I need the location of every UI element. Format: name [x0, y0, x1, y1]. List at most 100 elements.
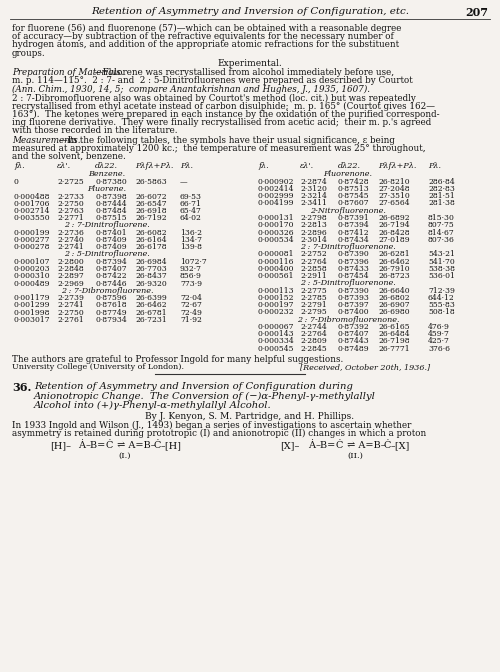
Text: The authors are grateful to Professor Ingold for many helpful suggestions.: The authors are grateful to Professor In… [12, 355, 343, 364]
Text: 26·6082: 26·6082 [135, 229, 166, 237]
Text: 27·0189: 27·0189 [378, 236, 410, 244]
Text: 856·9: 856·9 [180, 272, 202, 280]
Text: 0·87400: 0·87400 [338, 308, 370, 317]
Text: 26·7194: 26·7194 [378, 221, 410, 229]
Text: 0·003550: 0·003550 [14, 214, 51, 222]
Text: (I.): (I.) [119, 452, 131, 460]
Text: 0·000152: 0·000152 [258, 294, 294, 302]
Text: 26·6484: 26·6484 [378, 331, 410, 338]
Text: University College (University of London).: University College (University of London… [12, 363, 184, 371]
Text: 2·2775: 2·2775 [300, 287, 327, 295]
Text: 0·000334: 0·000334 [258, 337, 295, 345]
Text: 0·87454: 0·87454 [338, 272, 370, 280]
Text: 0·87393: 0·87393 [338, 294, 370, 302]
Text: 26·6462: 26·6462 [135, 302, 166, 310]
Text: 2·2800: 2·2800 [57, 258, 84, 266]
Text: 2·2741: 2·2741 [57, 302, 84, 310]
Text: 2·2969: 2·2969 [57, 280, 84, 288]
Text: 27·3510: 27·3510 [378, 192, 410, 200]
Text: 134·7: 134·7 [180, 236, 202, 244]
Text: 2·3014: 2·3014 [300, 236, 327, 244]
Text: [Received, October 20th, 1936.]: [Received, October 20th, 1936.] [300, 363, 430, 371]
Text: 281·38: 281·38 [428, 200, 455, 208]
Text: dλ22.: dλ22. [338, 162, 361, 170]
Text: 0·000902: 0·000902 [258, 178, 294, 186]
Text: 72·67: 72·67 [180, 302, 202, 310]
Text: 0·002999: 0·002999 [258, 192, 294, 200]
Text: 0·000113: 0·000113 [258, 287, 294, 295]
Text: 508·18: 508·18 [428, 308, 455, 317]
Text: By J. Kenyon, S. M. Partridge, and H. Phillips.: By J. Kenyon, S. M. Partridge, and H. Ph… [146, 412, 354, 421]
Text: 2·2798: 2·2798 [300, 214, 327, 222]
Text: 282·83: 282·83 [428, 185, 455, 193]
Text: —: — [180, 178, 188, 186]
Text: 2·2897: 2·2897 [57, 272, 84, 280]
Text: 0·87433: 0·87433 [338, 265, 370, 273]
Text: 0·87397: 0·87397 [338, 301, 370, 309]
Text: 136·2: 136·2 [180, 229, 202, 237]
Text: 0·87390: 0·87390 [338, 251, 370, 259]
Text: Ċ: Ċ [335, 442, 342, 450]
Text: 932·7: 932·7 [180, 265, 202, 274]
Text: 0·000326: 0·000326 [258, 228, 294, 237]
Text: 26·6462: 26·6462 [378, 257, 410, 265]
Text: 69·53: 69·53 [180, 193, 202, 201]
Text: –B=: –B= [316, 442, 336, 450]
Text: 0·000545: 0·000545 [258, 345, 294, 353]
Text: 773·9: 773·9 [180, 280, 202, 288]
Text: 2 : 7-Dibromofluorenone.: 2 : 7-Dibromofluorenone. [297, 316, 399, 324]
Text: 26·7703: 26·7703 [135, 265, 167, 274]
Text: 0·000310: 0·000310 [14, 272, 51, 280]
Text: Pλ.: Pλ. [180, 162, 193, 170]
Text: 26·8723: 26·8723 [378, 272, 410, 280]
Text: Ȧ: Ȧ [308, 442, 315, 450]
Text: 2·2736: 2·2736 [57, 229, 84, 237]
Text: and the solvent, benzene.: and the solvent, benzene. [12, 152, 126, 161]
Text: Ȧ: Ȧ [78, 442, 85, 450]
Text: 0·000143: 0·000143 [258, 331, 294, 338]
Text: 26·6907: 26·6907 [378, 301, 410, 309]
Text: 0·000488: 0·000488 [14, 193, 51, 201]
Text: 0·87422: 0·87422 [95, 272, 126, 280]
Text: 0·87607: 0·87607 [338, 200, 370, 208]
Text: 0·000170: 0·000170 [258, 221, 294, 229]
Text: 1072·7: 1072·7 [180, 258, 207, 266]
Text: 0·002714: 0·002714 [14, 207, 51, 215]
Text: 26·8210: 26·8210 [378, 178, 410, 186]
Text: Pλ.: Pλ. [428, 162, 441, 170]
Text: 425·7: 425·7 [428, 337, 450, 345]
Text: 0·87443: 0·87443 [338, 337, 370, 345]
Text: ing fluorene derivative.  They were finally recrystallised from acetic acid;  th: ing fluorene derivative. They were final… [12, 118, 431, 127]
Text: 72·49: 72·49 [180, 308, 202, 317]
Text: 0·87409: 0·87409 [95, 236, 126, 244]
Text: 2 : 7-Dibromofluorene.: 2 : 7-Dibromofluorene. [61, 287, 153, 295]
Text: 26·6892: 26·6892 [378, 214, 410, 222]
Text: 0·87394: 0·87394 [95, 258, 127, 266]
Text: 0·87513: 0·87513 [338, 185, 370, 193]
Text: 0·000116: 0·000116 [258, 257, 294, 265]
Text: 0·87390: 0·87390 [338, 287, 370, 295]
Text: 0·000107: 0·000107 [14, 258, 51, 266]
Text: 26·6802: 26·6802 [378, 294, 410, 302]
Text: 26·6281: 26·6281 [378, 251, 410, 259]
Text: 2·2874: 2·2874 [300, 178, 327, 186]
Text: 807·75: 807·75 [428, 221, 455, 229]
Text: 2·3214: 2·3214 [300, 192, 327, 200]
Text: 0·87394: 0·87394 [338, 221, 370, 229]
Text: 712·39: 712·39 [428, 287, 455, 295]
Text: 2·2785: 2·2785 [300, 294, 327, 302]
Text: 0·001179: 0·001179 [14, 294, 51, 302]
Text: –B=: –B= [86, 442, 106, 450]
Text: 26·6547: 26·6547 [135, 200, 166, 208]
Text: 2 : 7-Dibromofluorene also was obtained by Courtot's method (loc. cit.) but was : 2 : 7-Dibromofluorene also was obtained … [12, 93, 416, 103]
Text: 2·2848: 2·2848 [57, 265, 84, 274]
Text: 376·6: 376·6 [428, 345, 450, 353]
Text: Retention of Asymmetry and Inversion of Configuration, etc.: Retention of Asymmetry and Inversion of … [91, 7, 409, 16]
Text: ⇌ A=B–: ⇌ A=B– [344, 442, 386, 450]
Text: 541·70: 541·70 [428, 257, 455, 265]
Text: 207: 207 [465, 7, 488, 18]
Text: 0·87489: 0·87489 [338, 345, 370, 353]
Text: 543·21: 543·21 [428, 251, 455, 259]
Text: Alcohol into (+)γ-Phenyl-α-methylallyl Alcohol.: Alcohol into (+)γ-Phenyl-α-methylallyl A… [34, 401, 272, 411]
Text: Measurements.: Measurements. [12, 136, 80, 144]
